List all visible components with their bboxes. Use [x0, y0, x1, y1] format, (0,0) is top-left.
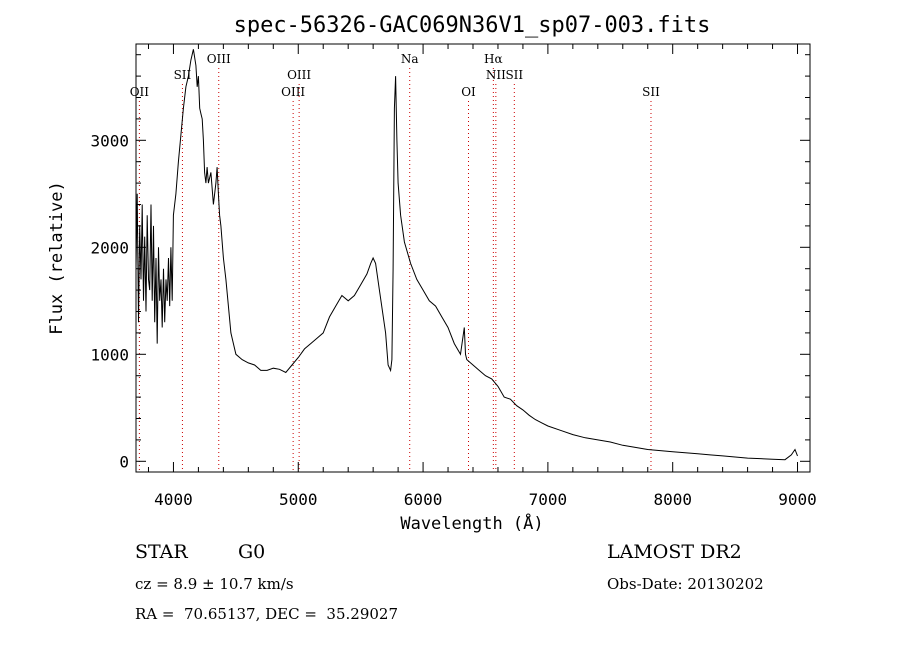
x-tick-label: 8000: [653, 490, 692, 509]
marker-label: OIII: [287, 68, 311, 82]
object-subclass: G0: [238, 541, 266, 563]
marker-label: NII: [486, 68, 506, 82]
y-tick-label: 0: [119, 452, 129, 471]
sky-coordinates: RA = 70.65137, DEC = 35.29027: [135, 605, 399, 623]
y-tick-label: 3000: [90, 131, 129, 150]
marker-label: SII: [174, 68, 192, 82]
chart-title: spec-56326-GAC069N36V1_sp07-003.fits: [234, 13, 711, 38]
x-axis-label: Wavelength (Å): [400, 512, 543, 534]
spectrum-line: [135, 49, 798, 461]
x-tick-label: 9000: [778, 490, 817, 509]
marker-label: SII: [505, 68, 523, 82]
marker-label: OI: [461, 85, 476, 99]
axis-ticks: 4000 5000 6000 7000 8000 9000 0 1000 2000 3000: [90, 44, 817, 509]
survey-name: LAMOST DR2: [607, 541, 742, 563]
marker-label: Na: [401, 52, 419, 66]
x-tick-label: 6000: [404, 490, 443, 509]
x-tick-label: 5000: [279, 490, 318, 509]
marker-label: OII: [130, 85, 150, 99]
redshift-velocity: cz = 8.9 ± 10.7 km/s: [135, 575, 294, 593]
marker-label: Hα: [484, 52, 503, 66]
plot-frame: [135, 43, 811, 473]
marker-label: OIII: [207, 52, 231, 66]
observation-date: Obs-Date: 20130202: [607, 575, 764, 593]
x-tick-label: 4000: [154, 490, 193, 509]
y-tick-label: 1000: [90, 345, 129, 364]
y-tick-label: 2000: [90, 238, 129, 257]
y-axis-label: Flux (relative): [47, 181, 67, 335]
marker-label: OIII: [281, 85, 305, 99]
x-tick-label: 7000: [529, 490, 568, 509]
marker-label: SII: [642, 85, 660, 99]
object-class: STAR: [135, 541, 188, 563]
